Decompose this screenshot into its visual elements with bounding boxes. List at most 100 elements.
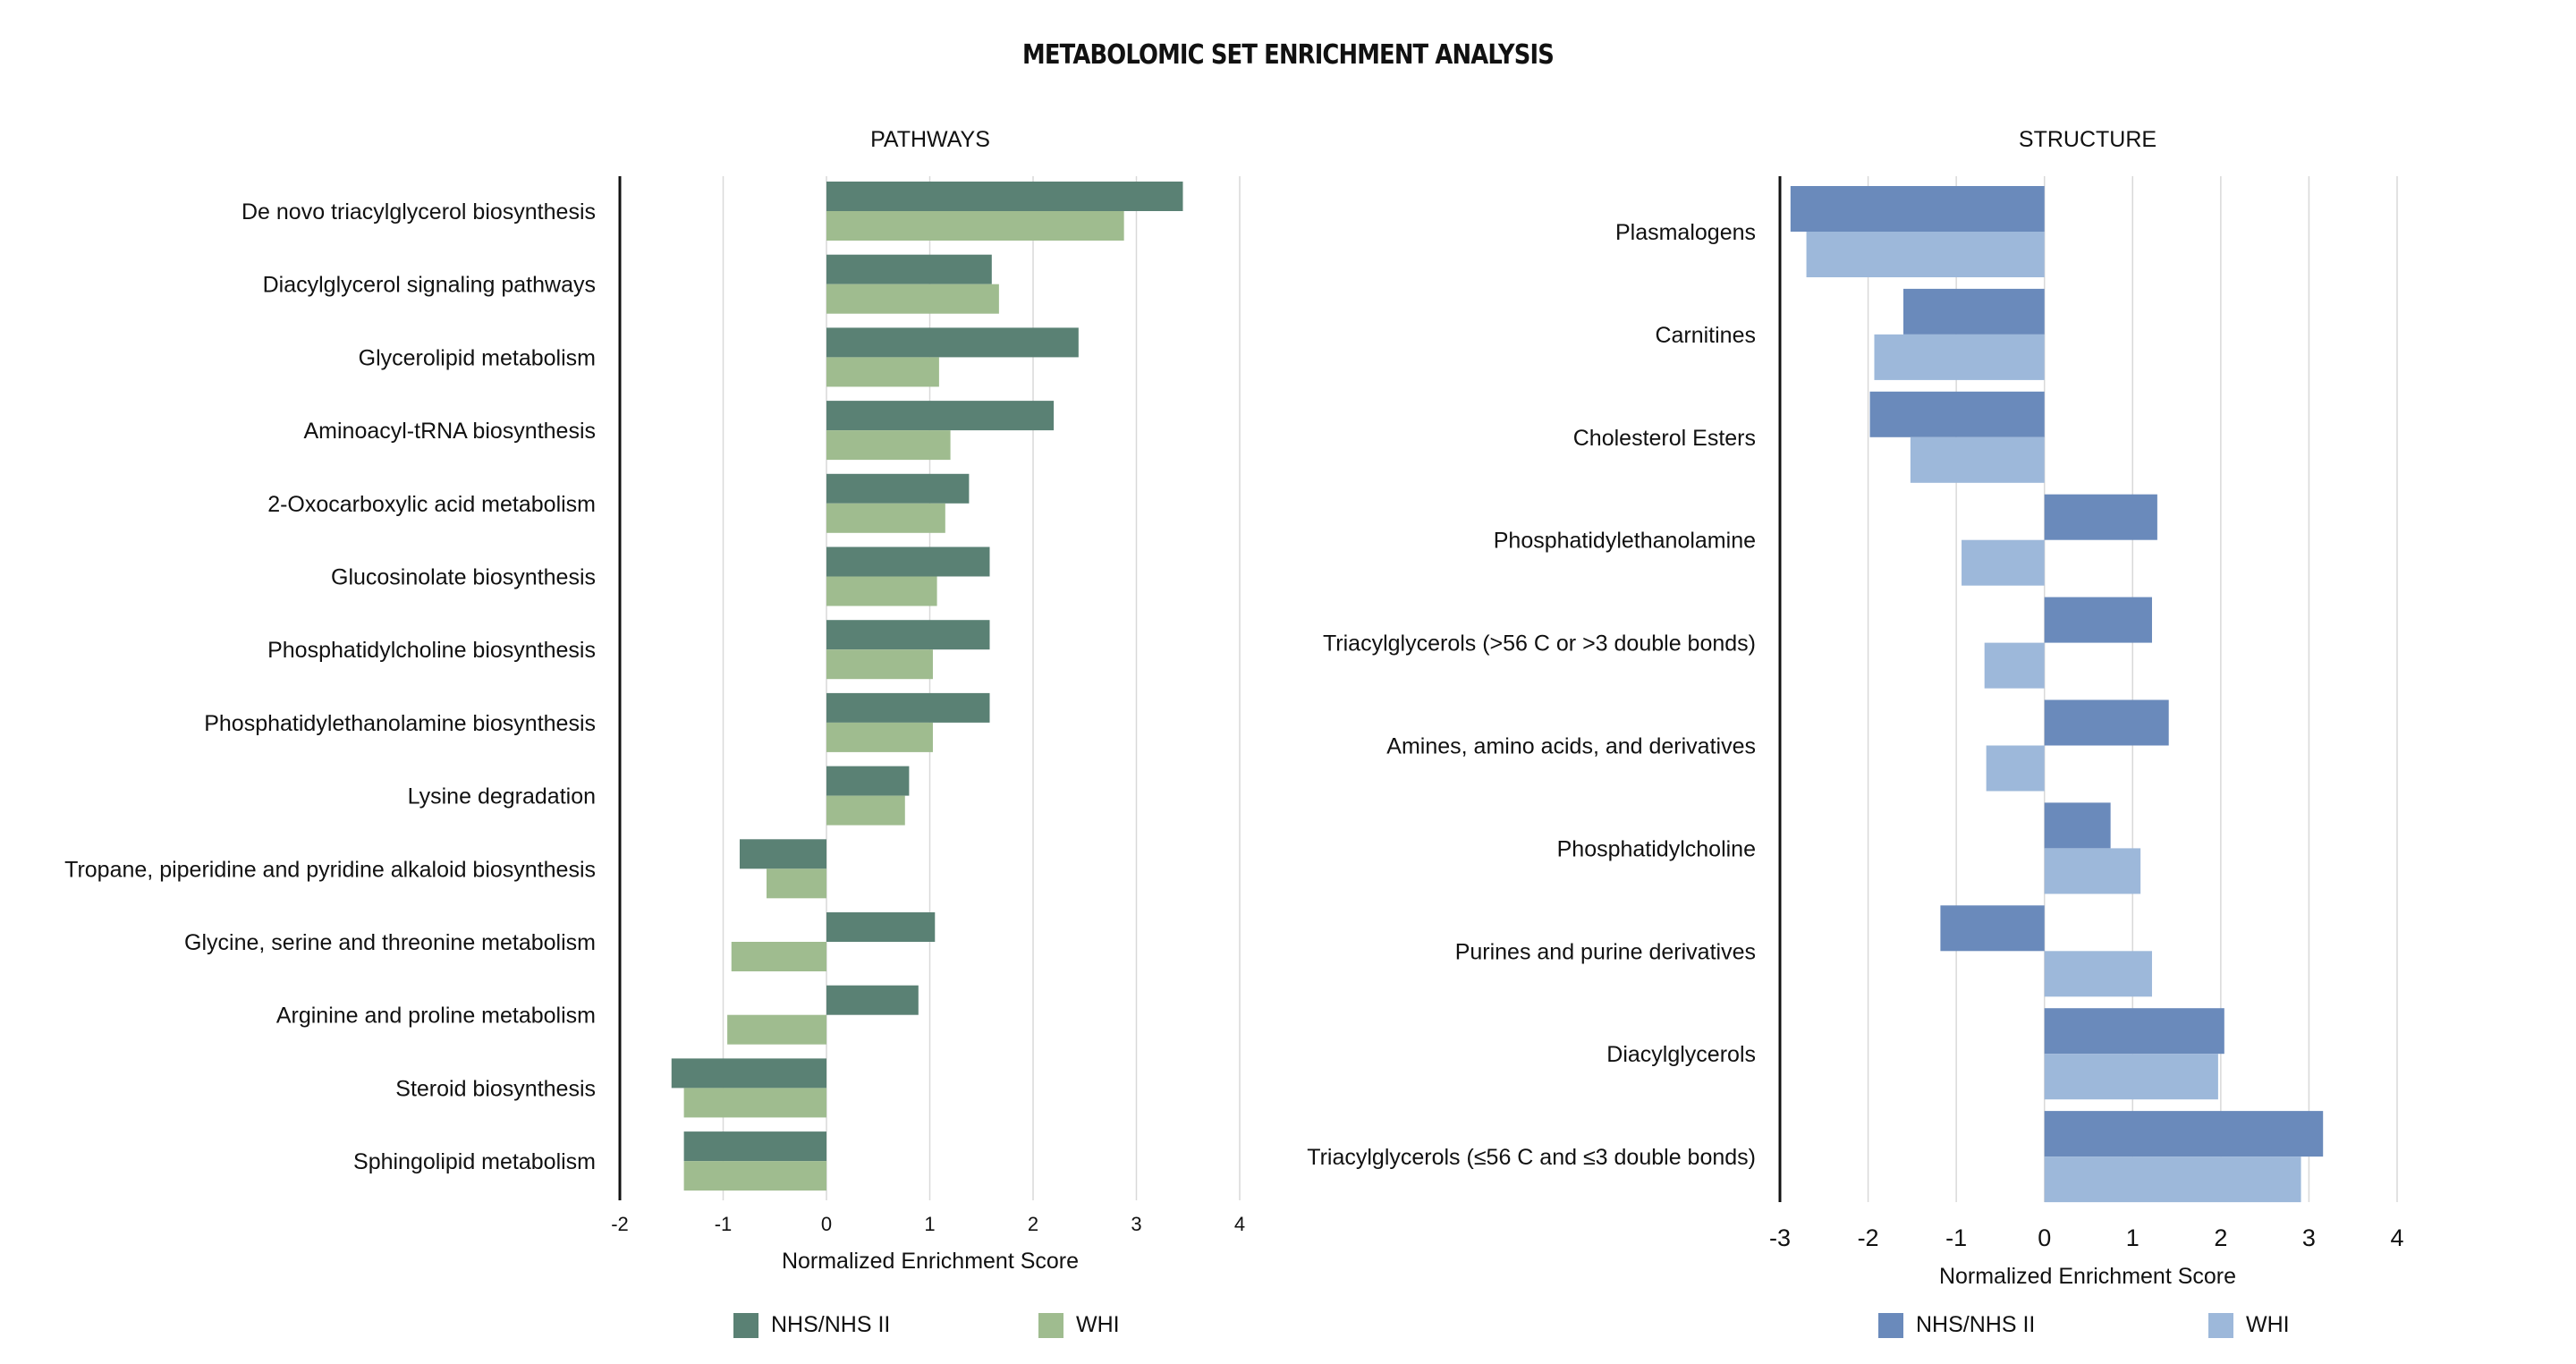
bar-whi <box>826 576 937 606</box>
legend-whi-structure: WHI <box>2208 1312 2290 1338</box>
bar-nhs <box>2044 1008 2224 1055</box>
bar-nhs <box>1790 186 2045 232</box>
legend-label: WHI <box>2246 1312 2290 1337</box>
bar-whi <box>1962 539 2045 586</box>
x-axis-label: Normalized Enrichment Score <box>1939 1264 2236 1289</box>
panel-title: STRUCTURE <box>2019 127 2157 152</box>
legend-swatch <box>2208 1312 2233 1338</box>
x-tick-label: 0 <box>821 1213 832 1235</box>
bar-whi <box>727 1014 826 1045</box>
bar-nhs <box>826 546 990 577</box>
bar-whi <box>826 503 945 533</box>
x-tick-label: 4 <box>2390 1224 2403 1251</box>
x-tick-label: -2 <box>1858 1224 1879 1251</box>
category-label: Amines, amino acids, and derivatives <box>1386 734 1756 759</box>
legend-swatch <box>1038 1312 1063 1338</box>
bar-nhs <box>826 766 910 796</box>
bar-nhs <box>1940 905 2045 952</box>
bar-whi <box>731 942 826 971</box>
bar-whi <box>683 1161 826 1191</box>
bar-nhs <box>2044 597 2152 643</box>
bar-nhs <box>2044 1111 2324 1157</box>
bar-whi <box>826 357 939 387</box>
x-tick-label: -2 <box>611 1213 629 1235</box>
category-label: Triacylglycerols (>56 C or >3 double bon… <box>1323 631 1756 657</box>
category-label: Diacylglycerols <box>1606 1042 1756 1067</box>
bar-nhs <box>683 1131 826 1162</box>
legend-label: WHI <box>1076 1312 1120 1337</box>
chart-title: METABOLOMIC SET ENRICHMENT ANALYSIS <box>1022 39 1555 71</box>
category-label: Plasmalogens <box>1615 220 1756 245</box>
bar-nhs <box>826 912 936 942</box>
bar-whi <box>2044 951 2152 997</box>
bar-whi <box>1910 436 2045 483</box>
category-label: 2-Oxocarboxylic acid metabolism <box>267 492 596 517</box>
category-label: Purines and purine derivatives <box>1455 939 1756 964</box>
bar-whi <box>826 430 951 461</box>
bar-whi <box>1986 745 2045 792</box>
category-label: Tropane, piperidine and pyridine alkaloi… <box>64 857 596 882</box>
category-label: Aminoacyl-tRNA biosynthesis <box>303 419 596 444</box>
bar-whi <box>826 722 933 752</box>
bar-nhs <box>1869 391 2045 437</box>
bar-whi <box>767 868 826 899</box>
bar-whi <box>1874 334 2045 380</box>
bar-nhs <box>671 1058 826 1089</box>
bar-whi <box>826 211 1124 241</box>
legend-nhs-structure: NHS/NHS II <box>1878 1312 2035 1338</box>
bar-nhs <box>826 985 919 1015</box>
category-label: Phosphatidylcholine <box>1557 836 1756 861</box>
bar-nhs <box>2044 802 2111 849</box>
bar-nhs <box>2044 494 2157 540</box>
bar-nhs <box>826 401 1055 431</box>
bar-nhs <box>826 692 990 723</box>
category-label: Glycerolipid metabolism <box>359 345 596 370</box>
bar-nhs <box>826 254 992 284</box>
category-label: Lysine degradation <box>408 784 596 809</box>
category-label: Carnitines <box>1655 323 1756 348</box>
bar-whi <box>2044 1156 2301 1203</box>
category-label: Sphingolipid metabolism <box>353 1149 596 1174</box>
x-tick-label: 4 <box>1234 1213 1245 1235</box>
category-label: Phosphatidylethanolamine <box>1494 529 1756 554</box>
x-tick-label: 3 <box>2302 1224 2316 1251</box>
bar-whi <box>2044 1054 2218 1100</box>
category-label: Phosphatidylethanolamine biosynthesis <box>204 711 596 736</box>
bar-nhs <box>826 182 1183 211</box>
x-tick-label: -1 <box>1945 1224 1967 1251</box>
bar-whi <box>826 795 905 826</box>
x-tick-label: -3 <box>1769 1224 1791 1251</box>
bar-nhs <box>2044 699 2169 746</box>
legend-label: NHS/NHS II <box>771 1312 891 1337</box>
bar-whi <box>826 284 999 314</box>
legend-swatch <box>733 1312 758 1338</box>
x-axis-label: Normalized Enrichment Score <box>782 1249 1079 1274</box>
x-tick-label: 2 <box>1028 1213 1038 1235</box>
legend-nhs-pathways: NHS/NHS II <box>733 1312 890 1338</box>
bar-nhs <box>1903 288 2045 335</box>
legend-swatch <box>1878 1312 1903 1338</box>
category-label: Phosphatidylcholine biosynthesis <box>267 638 596 663</box>
bar-whi <box>683 1088 826 1118</box>
category-label: Cholesterol Esters <box>1573 426 1756 451</box>
x-tick-label: 1 <box>924 1213 935 1235</box>
category-label: Steroid biosynthesis <box>395 1076 596 1101</box>
x-tick-label: 0 <box>2038 1224 2051 1251</box>
bar-nhs <box>826 620 990 650</box>
x-tick-label: -1 <box>715 1213 733 1235</box>
x-tick-label: 1 <box>2126 1224 2140 1251</box>
bar-whi <box>826 649 933 680</box>
panel-title: PATHWAYS <box>870 127 990 152</box>
category-label: Triacylglycerols (≤56 C and ≤3 double bo… <box>1307 1145 1756 1170</box>
x-tick-label: 2 <box>2214 1224 2227 1251</box>
x-tick-label: 3 <box>1131 1213 1141 1235</box>
legend-label: NHS/NHS II <box>1916 1312 2036 1337</box>
bar-nhs <box>826 473 970 504</box>
bar-whi <box>1984 642 2045 689</box>
legend-whi-pathways: WHI <box>1038 1312 1120 1338</box>
category-label: Glucosinolate biosynthesis <box>331 565 596 590</box>
bar-whi <box>2044 848 2141 894</box>
bar-whi <box>1806 232 2045 277</box>
category-label: Arginine and proline metabolism <box>276 1004 596 1029</box>
